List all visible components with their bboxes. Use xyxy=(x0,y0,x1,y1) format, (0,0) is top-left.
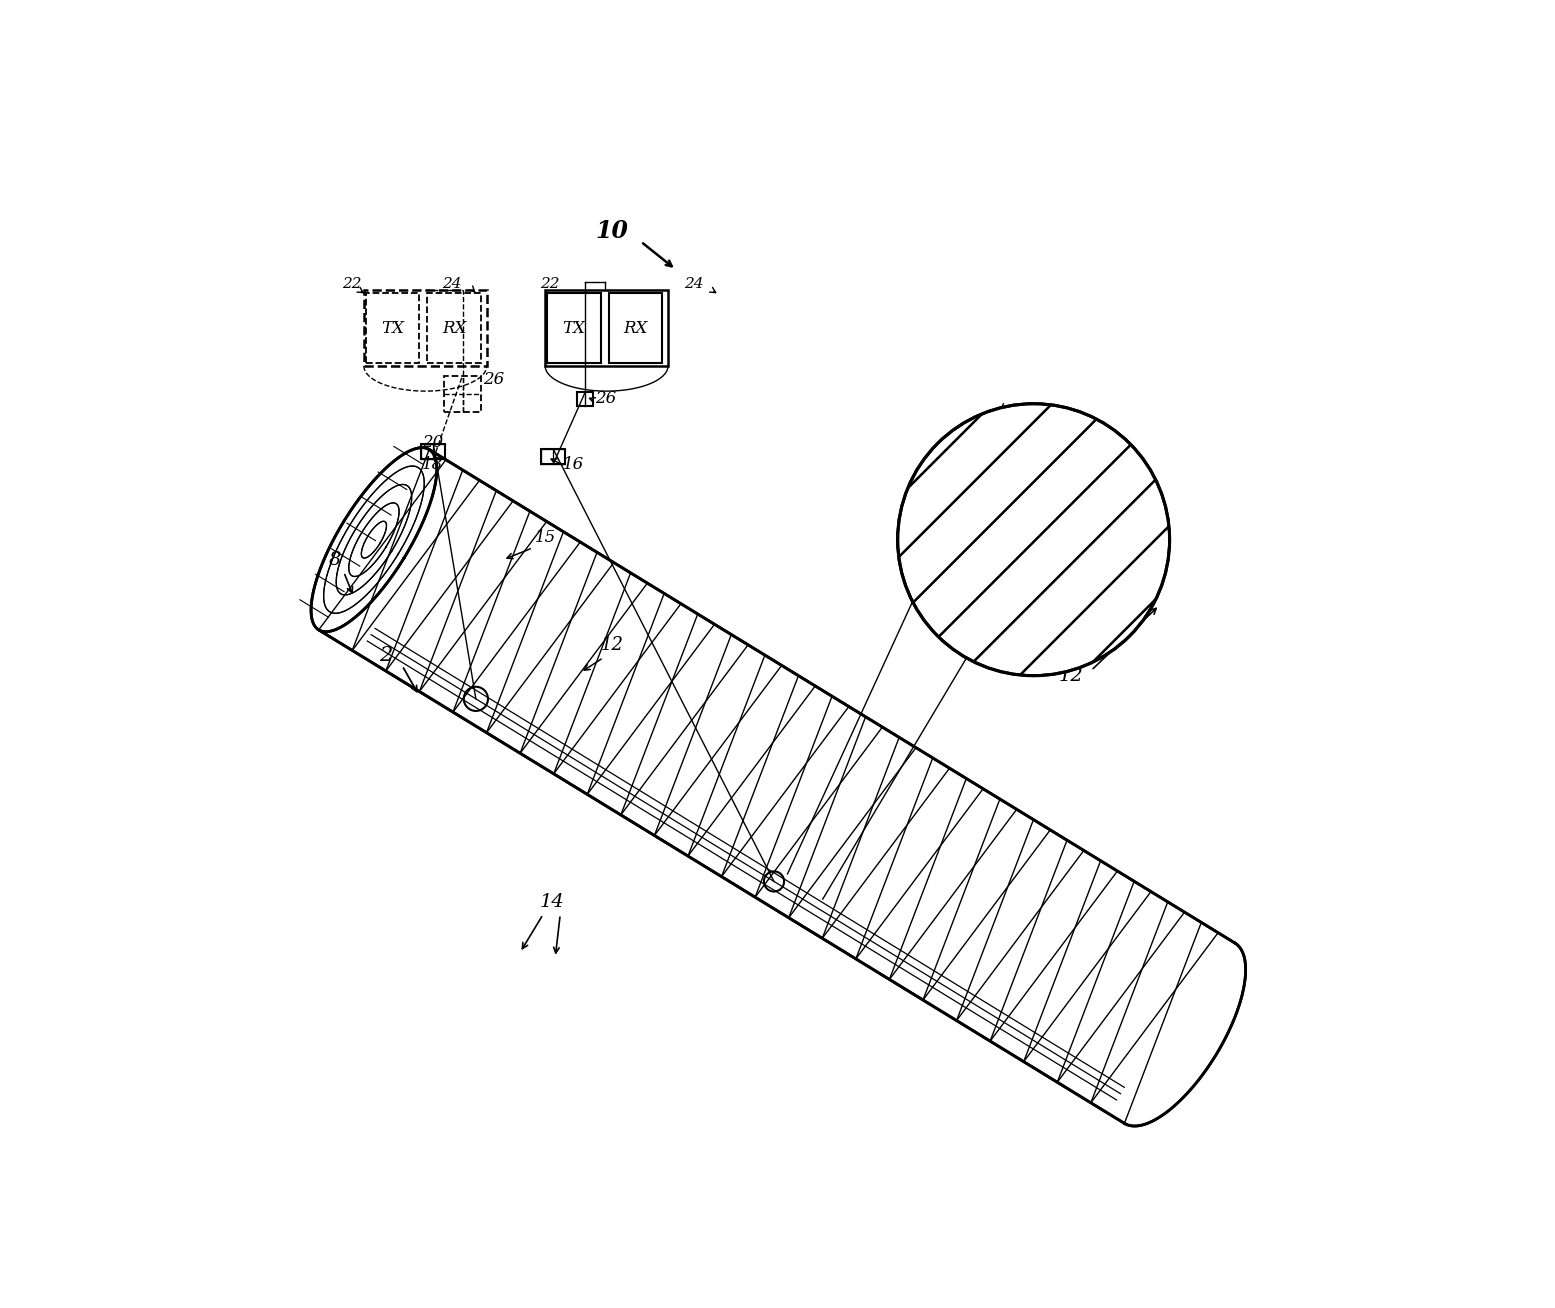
Text: 22: 22 xyxy=(540,277,560,290)
Text: 16: 16 xyxy=(563,456,585,473)
Text: 8: 8 xyxy=(328,551,341,569)
Text: 15: 15 xyxy=(535,528,557,545)
Text: 12: 12 xyxy=(600,637,624,654)
Text: 24: 24 xyxy=(684,277,703,290)
Polygon shape xyxy=(311,447,1246,1126)
Text: TX: TX xyxy=(381,319,404,336)
Text: 24: 24 xyxy=(443,277,462,290)
Text: 20: 20 xyxy=(423,434,443,451)
Text: 14: 14 xyxy=(540,893,564,912)
Text: 12: 12 xyxy=(1059,667,1084,684)
Text: RX: RX xyxy=(442,319,466,336)
Text: RX: RX xyxy=(624,319,647,336)
Text: TX: TX xyxy=(563,319,585,336)
Text: 18: 18 xyxy=(423,456,443,473)
Text: 10: 10 xyxy=(596,218,628,242)
Text: 26: 26 xyxy=(482,370,504,387)
Text: 26: 26 xyxy=(596,390,617,407)
Text: 22: 22 xyxy=(342,277,361,290)
Text: 2: 2 xyxy=(379,646,392,664)
Circle shape xyxy=(897,404,1169,676)
